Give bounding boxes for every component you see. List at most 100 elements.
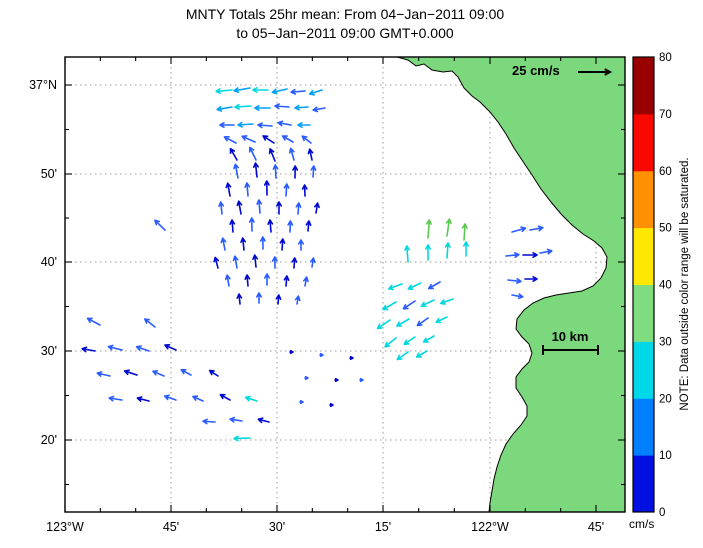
velocity-vector xyxy=(144,318,156,328)
velocity-vector xyxy=(407,282,422,290)
velocity-vector xyxy=(215,88,233,94)
y-tick-label: 40' xyxy=(41,255,57,269)
scale-bar xyxy=(542,345,599,355)
velocity-vector xyxy=(505,252,520,258)
velocity-vector xyxy=(268,148,276,162)
velocity-vector xyxy=(236,293,243,305)
velocity-vector xyxy=(86,317,101,326)
velocity-vector xyxy=(291,257,298,269)
velocity-vector xyxy=(359,377,364,383)
velocity-vector xyxy=(309,257,316,268)
velocity-vector xyxy=(213,256,220,269)
velocity-vector xyxy=(208,369,219,377)
reference-vector-arrow xyxy=(578,68,613,76)
velocity-vector xyxy=(507,278,522,284)
velocity-vector xyxy=(237,121,254,128)
velocity-vector xyxy=(319,352,324,358)
velocity-vector xyxy=(396,318,410,327)
velocity-vector xyxy=(135,345,150,352)
velocity-vector xyxy=(267,219,274,233)
velocity-vector xyxy=(376,319,391,330)
velocity-vector xyxy=(539,248,553,255)
land-polygon xyxy=(396,57,625,512)
velocity-vector xyxy=(154,219,166,231)
velocity-vector xyxy=(382,301,397,311)
x-tick-label: 122°W xyxy=(471,520,509,534)
velocity-vector xyxy=(435,316,448,324)
velocity-vector xyxy=(301,184,308,197)
velocity-vector xyxy=(272,164,279,179)
colorbar-tick-label: 30 xyxy=(659,336,672,348)
velocity-vector xyxy=(402,300,416,310)
velocity-vector xyxy=(229,416,243,423)
velocity-vector xyxy=(524,276,538,282)
velocity-vector xyxy=(259,236,266,250)
velocity-vector xyxy=(244,182,251,197)
velocity-vector xyxy=(305,220,312,232)
x-tick-label: 30' xyxy=(269,520,285,534)
velocity-vector xyxy=(294,295,301,305)
velocity-vector xyxy=(312,106,326,113)
velocity-vector xyxy=(301,135,312,144)
colorbar-tick-label: 10 xyxy=(659,450,672,462)
velocity-vector xyxy=(425,244,431,261)
colorbar-tick-label: 0 xyxy=(659,507,665,519)
axis-labels: 123°W 45' 30' 15' 122°W 45' 37°N 50' 40' 30' 20' xyxy=(29,78,604,534)
velocity-vector xyxy=(202,418,216,425)
velocity-vector xyxy=(152,370,165,377)
velocity-vector xyxy=(254,105,271,111)
y-tick-label: 20' xyxy=(41,433,57,447)
velocity-vector xyxy=(248,217,255,232)
velocity-vector xyxy=(136,396,150,402)
velocity-vector xyxy=(334,377,339,383)
velocity-vector xyxy=(289,349,294,355)
velocity-vector xyxy=(218,201,225,215)
y-tick-label: 37°N xyxy=(29,78,57,92)
plot-title-line2: to 05−Jan−2011 09:00 GMT+0.000 xyxy=(236,25,454,41)
velocity-vector xyxy=(290,88,306,95)
velocity-vector xyxy=(236,200,243,215)
velocity-vector xyxy=(257,417,270,424)
colorbar-tick-label: 70 xyxy=(659,109,672,121)
velocity-vector xyxy=(232,255,239,269)
velocity-vector xyxy=(262,135,275,144)
x-tick-label: 123°W xyxy=(46,520,84,534)
velocity-vector xyxy=(256,199,263,214)
velocity-vector xyxy=(426,219,432,239)
velocity-vector xyxy=(403,336,416,346)
velocity-vector xyxy=(511,293,524,300)
velocity-vector xyxy=(277,120,292,127)
velocity-vector xyxy=(349,355,354,361)
colorbar-units-label: cm/s xyxy=(629,517,655,531)
velocity-vector xyxy=(229,219,236,233)
colorbar-note: NOTE: Data outside color range will be s… xyxy=(679,157,691,411)
velocity-vector xyxy=(287,220,294,233)
x-tick-label: 45' xyxy=(163,520,179,534)
velocity-vector xyxy=(108,395,123,402)
velocity-vector xyxy=(427,281,441,290)
velocity-vector xyxy=(216,106,233,112)
velocity-vector xyxy=(233,435,251,442)
colorbar-tick-label: 60 xyxy=(659,166,672,178)
velocity-vector xyxy=(294,104,309,111)
velocity-vector xyxy=(225,182,232,197)
velocity-vector xyxy=(256,292,262,304)
velocity-vector xyxy=(233,163,239,179)
velocity-vector xyxy=(283,275,290,287)
velocity-vector xyxy=(264,273,270,286)
velocity-vector xyxy=(241,135,256,143)
velocity-vector xyxy=(511,226,527,233)
velocity-vector xyxy=(299,399,304,405)
colorbar: 0 10 20 30 40 50 60 70 80 xyxy=(632,52,672,519)
velocity-vector xyxy=(163,394,177,401)
velocity-vector xyxy=(292,165,299,179)
velocity-vector xyxy=(252,87,269,93)
x-tick-label: 15' xyxy=(375,520,391,534)
velocity-vector xyxy=(234,103,252,110)
velocity-vector xyxy=(388,283,403,291)
velocity-vector xyxy=(281,135,294,143)
velocity-vector xyxy=(233,87,251,93)
velocity-vector xyxy=(244,274,251,287)
velocity-vector xyxy=(445,218,452,237)
